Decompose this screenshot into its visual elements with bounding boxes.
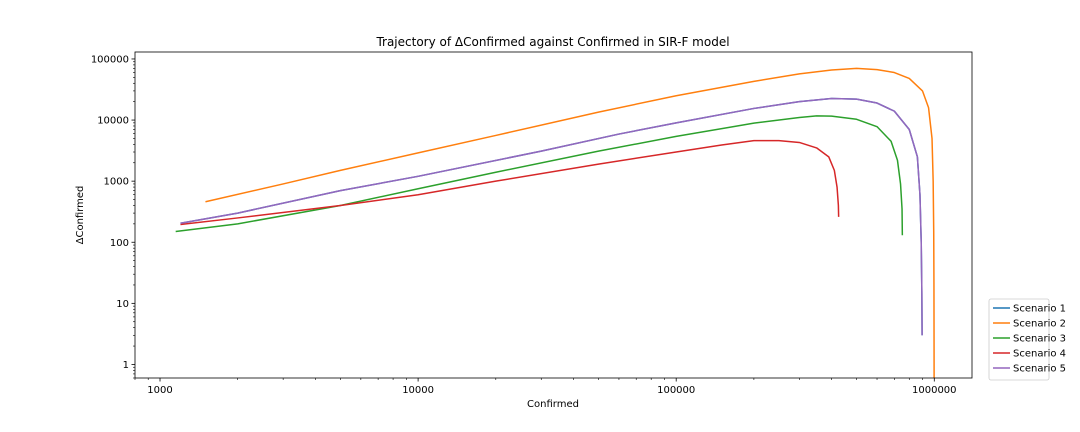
series-lines	[175, 67, 935, 378]
series-line-scenario-3	[175, 115, 904, 236]
legend-label-scenario-5: Scenario 5	[1013, 364, 1066, 375]
x-tick-label: 100000	[657, 385, 695, 396]
series-line-scenario-2	[205, 67, 935, 378]
legend: Scenario 1 Scenario 2 Scenario 3 Scenario 4…	[988, 298, 1066, 381]
legend-label-scenario-2: Scenario 2	[1013, 319, 1066, 330]
series-line-scenario-1	[180, 97, 923, 336]
plot-frame	[134, 51, 973, 379]
legend-label-scenario-3: Scenario 3	[1013, 334, 1066, 345]
y-tick-label: 100000	[91, 54, 129, 65]
y-tick-label: 10000	[97, 116, 129, 127]
y-tick-label: 1000	[104, 177, 129, 188]
legend-box	[988, 298, 1050, 381]
y-tick-label: 1	[123, 360, 129, 371]
plot-area: 1000 10000 100000 1000000 1 10 100 1000 10000 100…	[91, 51, 973, 396]
x-tick-label: 1000000	[912, 385, 957, 396]
x-tick-label: 1000	[147, 385, 172, 396]
x-tick-label: 10000	[402, 385, 434, 396]
legend-label-scenario-4: Scenario 4	[1013, 349, 1066, 360]
series-line-scenario-5	[180, 97, 923, 336]
y-axis-label: ΔConfirmed	[75, 186, 86, 245]
y-tick-label: 100	[110, 238, 129, 249]
chart-title: Trajectory of ΔConfirmed against Confirm…	[375, 35, 729, 49]
legend-label-scenario-1: Scenario 1	[1013, 304, 1066, 315]
series-line-scenario-4	[180, 139, 840, 226]
x-axis-label: Confirmed	[527, 399, 579, 410]
y-tick-label: 10	[116, 299, 129, 310]
